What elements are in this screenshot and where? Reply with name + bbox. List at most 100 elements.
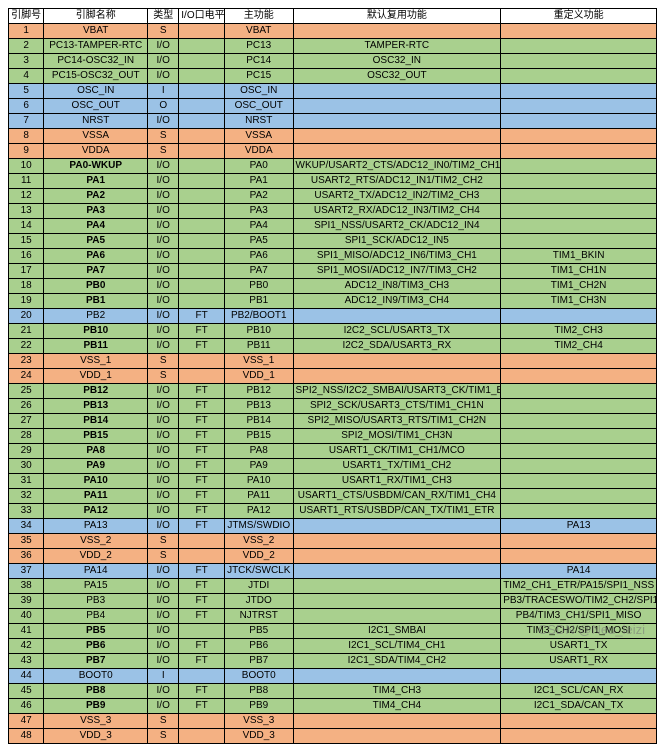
- cell-alt: OSC32_IN: [293, 54, 501, 69]
- cell-level: FT: [179, 594, 225, 609]
- cell-level: FT: [179, 339, 225, 354]
- cell-level: [179, 249, 225, 264]
- cell-name: OSC_IN: [44, 84, 148, 99]
- cell-main: PB1: [224, 294, 293, 309]
- cell-main: JTDI: [224, 579, 293, 594]
- cell-name: PB9: [44, 699, 148, 714]
- cell-pin: 43: [9, 654, 44, 669]
- table-row: 27PB14I/OFTPB14SPI2_MISO/USART3_RTS/TIM1…: [9, 414, 657, 429]
- cell-pin: 8: [9, 129, 44, 144]
- cell-main: PB15: [224, 429, 293, 444]
- cell-alt: [293, 714, 501, 729]
- cell-level: [179, 294, 225, 309]
- cell-remap: [501, 189, 657, 204]
- cell-main: PA5: [224, 234, 293, 249]
- cell-main: PB0: [224, 279, 293, 294]
- cell-pin: 25: [9, 384, 44, 399]
- cell-alt: [293, 84, 501, 99]
- cell-pin: 1: [9, 24, 44, 39]
- cell-alt: I2C1_SDA/TIM4_CH2: [293, 654, 501, 669]
- cell-main: VDD_2: [224, 549, 293, 564]
- cell-level: FT: [179, 504, 225, 519]
- cell-pin: 17: [9, 264, 44, 279]
- cell-name: PA12: [44, 504, 148, 519]
- cell-type: I/O: [148, 264, 179, 279]
- table-row: 23VSS_1SVSS_1: [9, 354, 657, 369]
- cell-main: PA4: [224, 219, 293, 234]
- cell-alt: [293, 609, 501, 624]
- cell-alt: [293, 534, 501, 549]
- cell-main: NRST: [224, 114, 293, 129]
- cell-type: I/O: [148, 399, 179, 414]
- cell-pin: 4: [9, 69, 44, 84]
- cell-remap: [501, 369, 657, 384]
- h-main: 主功能: [224, 9, 293, 24]
- table-row: 48VDD_3SVDD_3: [9, 729, 657, 744]
- cell-name: VSS_2: [44, 534, 148, 549]
- cell-alt: USART1_RX/TIM1_CH3: [293, 474, 501, 489]
- cell-main: NJTRST: [224, 609, 293, 624]
- cell-pin: 37: [9, 564, 44, 579]
- cell-name: PA14: [44, 564, 148, 579]
- cell-level: [179, 729, 225, 744]
- cell-name: PB0: [44, 279, 148, 294]
- cell-main: PB2/BOOT1: [224, 309, 293, 324]
- cell-level: FT: [179, 384, 225, 399]
- cell-name: PB6: [44, 639, 148, 654]
- cell-pin: 45: [9, 684, 44, 699]
- cell-type: I/O: [148, 204, 179, 219]
- cell-name: PA1: [44, 174, 148, 189]
- cell-pin: 42: [9, 639, 44, 654]
- cell-pin: 13: [9, 204, 44, 219]
- cell-pin: 32: [9, 489, 44, 504]
- cell-remap: [501, 429, 657, 444]
- table-row: 22PB11I/OFTPB11I2C2_SDA/USART3_RXTIM2_CH…: [9, 339, 657, 354]
- cell-alt: [293, 519, 501, 534]
- cell-type: I/O: [148, 279, 179, 294]
- cell-alt: I2C2_SCL/USART3_TX: [293, 324, 501, 339]
- cell-level: [179, 54, 225, 69]
- cell-level: FT: [179, 699, 225, 714]
- cell-main: VSSA: [224, 129, 293, 144]
- table-row: 16PA6I/OPA6SPI1_MISO/ADC12_IN6/TIM3_CH1T…: [9, 249, 657, 264]
- cell-type: I/O: [148, 459, 179, 474]
- cell-name: PB2: [44, 309, 148, 324]
- cell-remap: [501, 144, 657, 159]
- cell-pin: 7: [9, 114, 44, 129]
- cell-pin: 33: [9, 504, 44, 519]
- cell-main: PA2: [224, 189, 293, 204]
- cell-type: S: [148, 129, 179, 144]
- cell-name: PB13: [44, 399, 148, 414]
- cell-name: PB3: [44, 594, 148, 609]
- cell-name: PA8: [44, 444, 148, 459]
- cell-alt: SPI1_MISO/ADC12_IN6/TIM3_CH1: [293, 249, 501, 264]
- cell-type: I/O: [148, 624, 179, 639]
- cell-remap: [501, 444, 657, 459]
- cell-pin: 36: [9, 549, 44, 564]
- cell-pin: 19: [9, 294, 44, 309]
- cell-type: I/O: [148, 294, 179, 309]
- cell-name: VDD_1: [44, 369, 148, 384]
- cell-type: I/O: [148, 324, 179, 339]
- cell-level: [179, 84, 225, 99]
- table-row: 20PB2I/OFTPB2/BOOT1: [9, 309, 657, 324]
- cell-name: PA13: [44, 519, 148, 534]
- table-row: 5OSC_INIOSC_IN: [9, 84, 657, 99]
- cell-pin: 38: [9, 579, 44, 594]
- cell-level: [179, 534, 225, 549]
- cell-name: PB1: [44, 294, 148, 309]
- cell-level: FT: [179, 459, 225, 474]
- cell-type: I/O: [148, 414, 179, 429]
- cell-name: VSS_3: [44, 714, 148, 729]
- cell-pin: 21: [9, 324, 44, 339]
- cell-alt: [293, 309, 501, 324]
- cell-pin: 40: [9, 609, 44, 624]
- cell-name: PB5: [44, 624, 148, 639]
- cell-remap: [501, 99, 657, 114]
- cell-level: FT: [179, 414, 225, 429]
- cell-type: I/O: [148, 39, 179, 54]
- cell-level: [179, 69, 225, 84]
- cell-level: [179, 354, 225, 369]
- cell-remap: [501, 504, 657, 519]
- cell-alt: TAMPER-RTC: [293, 39, 501, 54]
